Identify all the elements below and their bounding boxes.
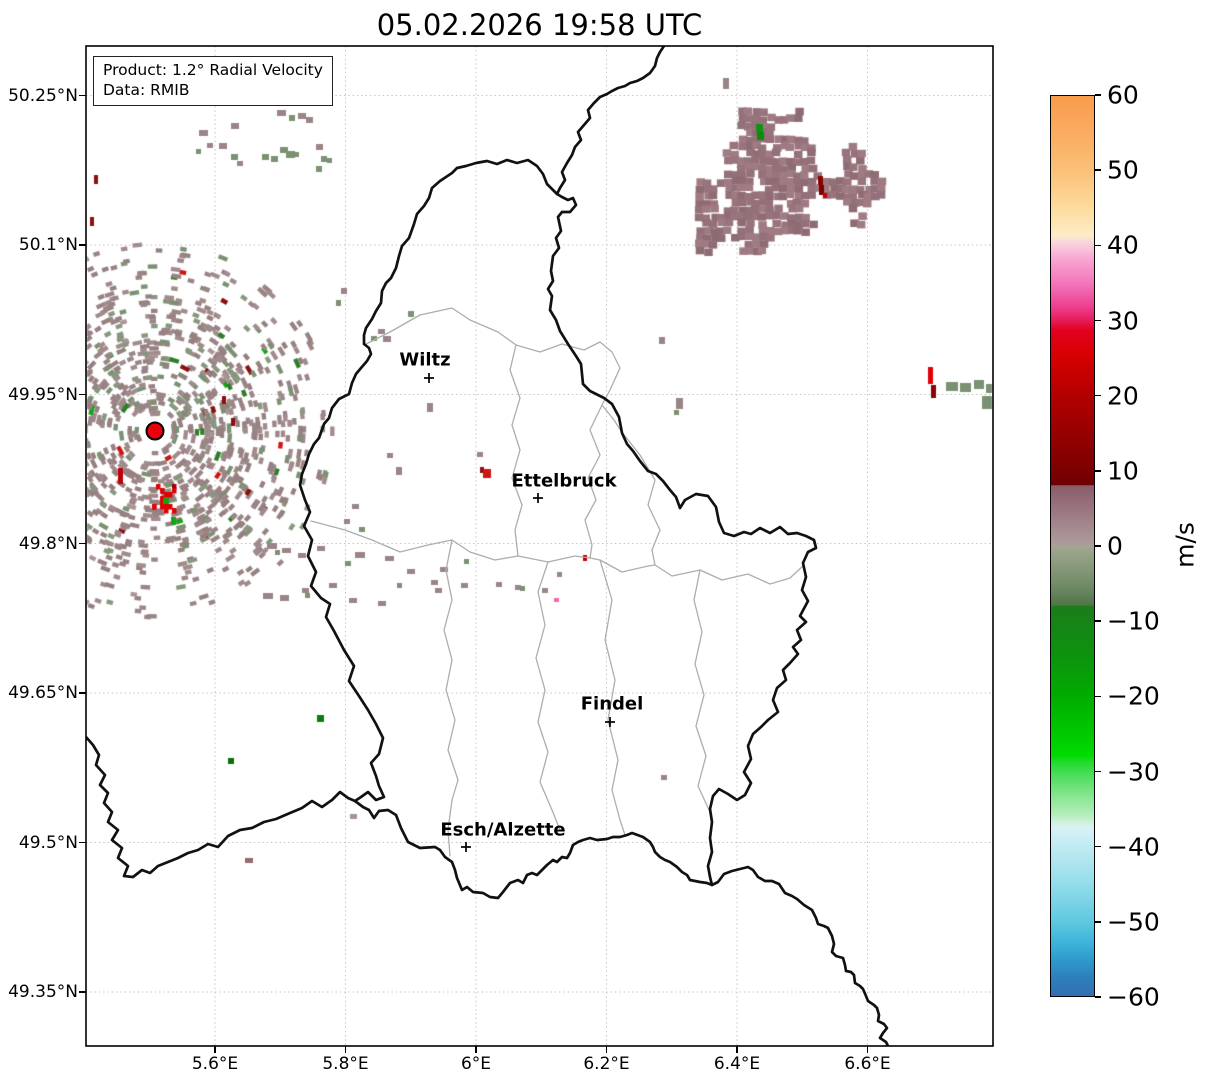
- city-label: Findel: [580, 693, 644, 715]
- belgium-germany-border: [555, 46, 666, 196]
- x-tick-label: 6.6°E: [844, 1054, 891, 1074]
- colorbar-tick-mark: [1095, 169, 1101, 171]
- city-label: Esch/Alzette: [440, 819, 566, 841]
- colorbar-unit-label: m/s: [1170, 522, 1200, 568]
- canton-border: [535, 561, 561, 831]
- colorbar-tick-mark: [1095, 845, 1101, 848]
- city-label: Wiltz: [399, 349, 451, 371]
- x-tick-label: 6°E: [460, 1054, 492, 1074]
- city-marker: [424, 373, 434, 383]
- radar-site-marker: [145, 421, 165, 441]
- canton-border: [509, 344, 523, 557]
- y-tick-label: 49.95°N: [8, 384, 78, 405]
- colorbar-tick-label: 30: [1107, 306, 1139, 335]
- colorbar-tick-mark: [1095, 244, 1101, 247]
- plot-frame: [85, 45, 994, 1047]
- colorbar-tick-mark: [1095, 996, 1101, 998]
- canton-border: [363, 307, 622, 432]
- y-tick-label: 49.5°N: [18, 832, 78, 853]
- colorbar-tick-mark: [1095, 770, 1101, 773]
- y-tick-label: 50.25°N: [8, 85, 78, 106]
- colorbar-tick-label: −40: [1107, 832, 1160, 862]
- colorbar: [1050, 95, 1095, 997]
- y-tick-mark: [79, 542, 86, 545]
- colorbar-tick-label: −20: [1107, 681, 1160, 711]
- x-tick-mark: [344, 1046, 347, 1053]
- colorbar-tick-label: 50: [1107, 155, 1139, 185]
- x-tick-label: 5.6°E: [191, 1054, 239, 1074]
- x-tick-label: 6.4°E: [713, 1054, 761, 1074]
- product-info-line2: Data: RMIB: [103, 81, 190, 100]
- canton-border: [584, 404, 603, 559]
- colorbar-tick-label: −30: [1107, 757, 1160, 786]
- colorbar-tick-mark: [1095, 470, 1101, 472]
- canton-border: [693, 569, 711, 813]
- colorbar-tick-mark: [1095, 394, 1101, 397]
- canton-border: [599, 559, 626, 836]
- colorbar-tick-label: 20: [1107, 381, 1139, 411]
- colorbar-gradient: [1051, 96, 1094, 996]
- city-marker: [533, 493, 543, 503]
- x-tick-label: 6.2°E: [583, 1054, 630, 1074]
- x-tick-mark: [736, 1046, 738, 1053]
- colorbar-tick-label: −50: [1107, 907, 1160, 937]
- luxembourg-border: [298, 158, 818, 900]
- city-marker: [605, 717, 615, 727]
- x-tick-mark: [475, 1046, 477, 1053]
- y-tick-mark: [79, 244, 86, 246]
- canton-border: [620, 430, 661, 566]
- colorbar-tick-label: 60: [1107, 80, 1139, 110]
- colorbar-tick-mark: [1095, 695, 1101, 698]
- canton-border: [443, 539, 459, 857]
- x-tick-mark: [866, 1046, 869, 1053]
- colorbar-tick-label: 10: [1107, 456, 1139, 486]
- y-tick-mark: [79, 991, 86, 993]
- canton-border: [310, 520, 804, 585]
- y-tick-label: 49.65°N: [8, 683, 78, 703]
- product-info-line1: Product: 1.2° Radial Velocity: [103, 61, 323, 79]
- colorbar-tick-mark: [1095, 319, 1101, 322]
- colorbar-tick-mark: [1095, 620, 1101, 622]
- colorbar-tick-mark: [1095, 94, 1101, 96]
- y-tick-label: 49.35°N: [8, 982, 78, 1002]
- colorbar-tick-label: 0: [1107, 531, 1123, 561]
- x-tick-mark: [214, 1046, 216, 1053]
- y-tick-label: 49.8°N: [18, 533, 78, 554]
- colorbar-tick-mark: [1095, 921, 1101, 923]
- y-tick-mark: [79, 841, 86, 844]
- colorbar-tick-label: 40: [1107, 230, 1139, 260]
- y-tick-mark: [79, 393, 86, 396]
- colorbar-tick-label: −10: [1107, 606, 1160, 636]
- colorbar-tick-label: −60: [1107, 982, 1160, 1012]
- city-label: Ettelbruck: [511, 470, 617, 492]
- germany-france-border: [710, 865, 890, 1046]
- city-marker: [461, 842, 471, 852]
- y-tick-mark: [79, 692, 86, 694]
- y-tick-label: 50.1°N: [18, 235, 78, 255]
- x-tick-label: 5.8°E: [322, 1054, 369, 1074]
- product-info-box: Product: 1.2° Radial Velocity Data: RMIB: [93, 56, 333, 106]
- france-belgium-border: [86, 735, 357, 879]
- x-tick-mark: [605, 1046, 608, 1053]
- colorbar-tick-mark: [1095, 545, 1101, 547]
- y-tick-mark: [79, 94, 86, 97]
